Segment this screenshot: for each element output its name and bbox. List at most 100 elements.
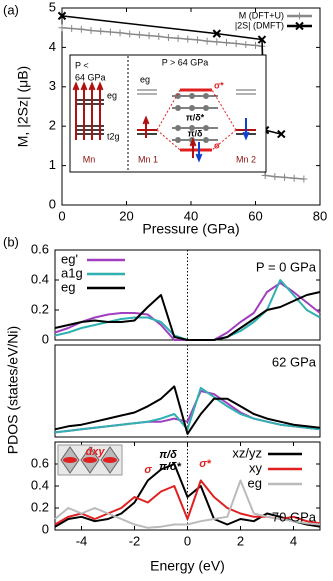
y-tick-label: 0.4 xyxy=(31,477,49,492)
legend-label: |2S| (DMFT) xyxy=(235,20,284,30)
spin-arrow xyxy=(142,115,150,138)
legend-label: a1g xyxy=(61,265,83,280)
x-tick-label: 80 xyxy=(313,208,327,223)
series-line xyxy=(54,386,321,434)
x-tick-label: 0 xyxy=(184,533,191,548)
annotation: 62 GPa xyxy=(272,354,317,369)
inset-text: π/δ* xyxy=(186,112,205,122)
marker xyxy=(57,11,67,21)
inset-text: P < xyxy=(75,60,89,70)
panel-label: (a) xyxy=(3,2,19,17)
legend-label: xz/yz xyxy=(232,445,262,460)
orbital xyxy=(203,137,209,143)
y-tick-label: 0.6 xyxy=(31,241,49,256)
orbital xyxy=(175,137,181,143)
x-tick-label: -4 xyxy=(76,533,88,548)
y-tick-label: 0.6 xyxy=(31,455,49,470)
marker xyxy=(271,173,279,181)
inset-text: Mn xyxy=(83,154,96,164)
y-tick-label: 0 xyxy=(49,196,56,211)
inset-text: σ xyxy=(214,140,220,150)
y-tick-label: 2 xyxy=(49,118,56,133)
marker xyxy=(222,39,230,47)
orbital-lobe xyxy=(83,457,97,463)
series-line xyxy=(54,385,321,435)
structure-icon xyxy=(57,444,123,476)
x-tick-label: -2 xyxy=(129,533,141,548)
inset-text: eg xyxy=(107,90,117,100)
marker xyxy=(277,129,286,139)
orbital xyxy=(189,125,195,131)
y-tick-label: 0.2 xyxy=(31,499,49,514)
legend-label: eg xyxy=(248,475,262,490)
marker xyxy=(193,36,201,44)
marker xyxy=(261,171,269,179)
annotation: P = 0 GPa xyxy=(256,259,317,274)
marker xyxy=(164,34,172,42)
marker xyxy=(281,173,289,181)
spin-arrow xyxy=(96,81,104,140)
inset-text: σ* xyxy=(214,80,224,90)
inset-text: π/δ xyxy=(188,128,203,138)
marker xyxy=(252,41,259,49)
orbital xyxy=(203,93,209,99)
legend-label: M (DFT+U) xyxy=(239,10,284,20)
annotation: σ xyxy=(144,464,152,476)
marker xyxy=(174,34,182,42)
legend-label: eg' xyxy=(61,251,78,266)
y-tick-label: 0.4 xyxy=(31,271,49,286)
spin-arrow xyxy=(242,118,250,141)
y-tick-label: 3 xyxy=(49,78,56,93)
x-axis-label: Energy (eV) xyxy=(150,558,225,574)
marker xyxy=(212,29,222,38)
y-tick-label: 1 xyxy=(49,157,56,172)
y-axis-label: M, |2Sz| (μB) xyxy=(15,66,31,147)
panel-label: (b) xyxy=(3,234,19,249)
marker xyxy=(300,175,308,183)
orbital xyxy=(203,125,209,131)
orbital xyxy=(189,93,195,99)
series-line xyxy=(54,463,321,528)
inset-text: 64 GPa xyxy=(75,72,106,82)
orbital xyxy=(175,105,181,111)
marker xyxy=(97,27,105,35)
annotation: dxy xyxy=(86,446,106,458)
series-line xyxy=(54,291,321,341)
marker xyxy=(290,174,298,182)
y-tick-label: 4 xyxy=(49,39,56,54)
marker xyxy=(126,30,134,38)
marker xyxy=(242,41,250,49)
annotation: π/δ xyxy=(159,449,177,461)
x-tick-label: 40 xyxy=(184,208,198,223)
marker xyxy=(106,28,114,36)
annotation: σ* xyxy=(199,458,211,470)
marker xyxy=(203,37,211,45)
legend-label: eg xyxy=(61,279,75,294)
inset-box xyxy=(69,54,267,173)
inset-text: Mn 1 xyxy=(138,154,158,164)
orbital xyxy=(175,125,181,131)
marker xyxy=(58,24,66,32)
orbital xyxy=(189,105,195,111)
y-axis-label: PDOS (states/eV/Ni) xyxy=(5,326,21,454)
orbital xyxy=(203,105,209,111)
inset-text: eg xyxy=(140,74,150,84)
spin-arrow xyxy=(80,81,88,140)
marker xyxy=(295,21,304,31)
annotation: 70 GPa xyxy=(272,509,317,524)
series-line xyxy=(54,479,321,529)
marker xyxy=(232,39,240,47)
x-axis-label: Pressure (GPa) xyxy=(142,221,239,237)
inset-text: t2g xyxy=(107,131,120,141)
marker xyxy=(213,38,221,46)
orbital xyxy=(175,93,181,99)
legend-label: xy xyxy=(249,460,263,475)
y-tick-label: 5 xyxy=(49,0,56,14)
marker xyxy=(135,31,143,39)
marker xyxy=(77,25,85,33)
marker xyxy=(257,35,267,44)
orbital-lobe xyxy=(103,457,117,463)
x-tick-label: 0 xyxy=(58,208,65,223)
spin-arrow xyxy=(189,137,197,158)
orbital-lobe xyxy=(63,457,77,463)
